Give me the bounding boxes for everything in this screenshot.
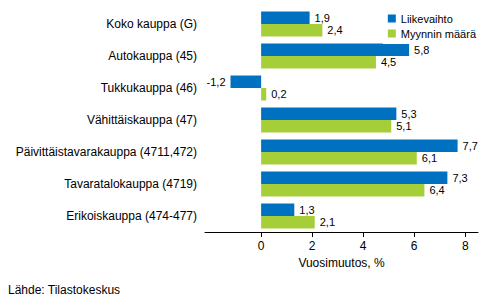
svg-text:6: 6 bbox=[411, 239, 418, 253]
svg-text:7,7: 7,7 bbox=[463, 140, 478, 152]
svg-text:Koko kauppa (G): Koko kauppa (G) bbox=[106, 17, 197, 31]
svg-text:4,5: 4,5 bbox=[381, 56, 396, 68]
svg-text:Autokauppa (45): Autokauppa (45) bbox=[108, 49, 197, 63]
svg-text:5,8: 5,8 bbox=[414, 44, 429, 56]
svg-text:1,3: 1,3 bbox=[299, 204, 314, 216]
svg-text:Vuosimuutos, %: Vuosimuutos, % bbox=[298, 256, 385, 270]
svg-text:0,2: 0,2 bbox=[271, 88, 286, 100]
svg-text:Myynnin määrä: Myynnin määrä bbox=[401, 28, 477, 40]
svg-text:Vähittäiskauppa (47): Vähittäiskauppa (47) bbox=[87, 113, 197, 127]
svg-text:7,3: 7,3 bbox=[452, 172, 467, 184]
svg-text:2: 2 bbox=[309, 239, 316, 253]
svg-text:5,1: 5,1 bbox=[396, 120, 411, 132]
svg-text:6,1: 6,1 bbox=[422, 152, 437, 164]
svg-text:5,3: 5,3 bbox=[401, 108, 416, 120]
svg-text:4: 4 bbox=[360, 239, 367, 253]
svg-text:1,9: 1,9 bbox=[315, 12, 330, 24]
svg-text:Tukkukauppa (46): Tukkukauppa (46) bbox=[101, 81, 197, 95]
svg-text:6,4: 6,4 bbox=[429, 184, 444, 196]
svg-text:Tavaratalokauppa (4719): Tavaratalokauppa (4719) bbox=[64, 177, 197, 191]
svg-text:Erikoiskauppa (474-477): Erikoiskauppa (474-477) bbox=[66, 209, 197, 223]
svg-text:2,1: 2,1 bbox=[320, 216, 335, 228]
svg-text:0: 0 bbox=[258, 239, 265, 253]
svg-text:-1,2: -1,2 bbox=[207, 76, 226, 88]
svg-text:Lähde: Tilastokeskus: Lähde: Tilastokeskus bbox=[8, 283, 120, 297]
svg-text:Liikevaihto: Liikevaihto bbox=[401, 13, 453, 25]
svg-text:8: 8 bbox=[462, 239, 469, 253]
svg-text:Päivittäistavarakauppa (4711,4: Päivittäistavarakauppa (4711,472) bbox=[16, 145, 197, 159]
svg-text:2,4: 2,4 bbox=[327, 24, 342, 36]
